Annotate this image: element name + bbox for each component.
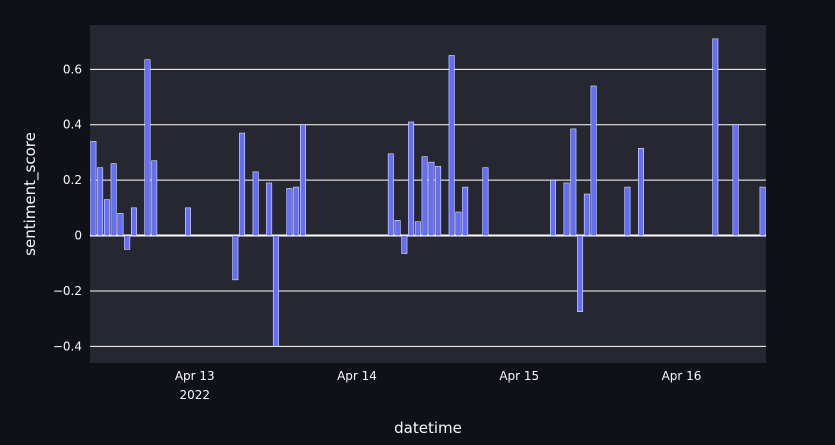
bar[interactable] xyxy=(239,132,246,236)
bar[interactable] xyxy=(550,179,557,236)
y-tick-label: 0 xyxy=(74,229,82,243)
x-axis-title: datetime xyxy=(394,419,462,437)
x-tick-label: Apr 15 xyxy=(499,369,539,383)
bar[interactable] xyxy=(570,128,577,236)
plot-background xyxy=(90,25,766,363)
bar[interactable] xyxy=(563,182,570,236)
bar[interactable] xyxy=(299,124,306,236)
bar[interactable] xyxy=(590,85,597,236)
bar[interactable] xyxy=(185,207,191,236)
bar[interactable] xyxy=(117,213,124,236)
y-tick-label: 0.4 xyxy=(63,118,82,132)
bar[interactable] xyxy=(712,38,719,236)
x-tick-labels: Apr 13 2022 Apr 14 Apr 15 Apr 16 xyxy=(175,369,702,402)
bar[interactable] xyxy=(482,167,489,236)
bar[interactable] xyxy=(455,211,462,236)
bar[interactable] xyxy=(97,167,104,236)
bar[interactable] xyxy=(624,186,631,236)
bar[interactable] xyxy=(272,235,279,347)
y-tick-labels: 0.6 0.4 0.2 0 −0.2 −0.4 xyxy=(53,62,82,353)
bar[interactable] xyxy=(428,161,435,236)
bar[interactable] xyxy=(759,186,766,236)
bar[interactable] xyxy=(90,141,97,236)
bar[interactable] xyxy=(103,199,110,236)
x-tick-year-label: 2022 xyxy=(180,388,211,402)
bar[interactable] xyxy=(583,193,590,236)
y-axis-title: sentiment_score xyxy=(21,132,40,256)
bar[interactable] xyxy=(124,235,131,250)
bar[interactable] xyxy=(144,59,151,236)
bars xyxy=(90,38,766,347)
bar[interactable] xyxy=(462,186,469,236)
y-tick-label: 0.2 xyxy=(63,173,82,187)
bar[interactable] xyxy=(286,188,293,236)
x-tick-label: Apr 16 xyxy=(662,369,702,383)
bar[interactable] xyxy=(577,235,584,312)
y-tick-label: −0.2 xyxy=(53,284,82,298)
y-tick-label: −0.4 xyxy=(53,339,82,353)
gridlines xyxy=(90,68,766,347)
bar[interactable] xyxy=(110,163,117,236)
bar[interactable] xyxy=(414,221,421,236)
bar[interactable] xyxy=(293,186,300,236)
bar[interactable] xyxy=(637,148,644,236)
bar[interactable] xyxy=(387,153,394,236)
bar[interactable] xyxy=(266,182,273,236)
bar[interactable] xyxy=(421,156,428,236)
bar[interactable] xyxy=(151,160,158,236)
bar[interactable] xyxy=(401,235,408,254)
bar[interactable] xyxy=(732,124,739,236)
bar[interactable] xyxy=(408,121,415,236)
bar[interactable] xyxy=(232,235,239,281)
bar[interactable] xyxy=(130,207,137,236)
y-tick-label: 0.6 xyxy=(63,62,82,76)
bar[interactable] xyxy=(252,171,259,236)
bar[interactable] xyxy=(435,166,442,236)
x-tick-label: Apr 13 xyxy=(175,369,215,383)
bar[interactable] xyxy=(394,220,401,236)
bar[interactable] xyxy=(448,55,455,236)
x-tick-label: Apr 14 xyxy=(337,369,377,383)
